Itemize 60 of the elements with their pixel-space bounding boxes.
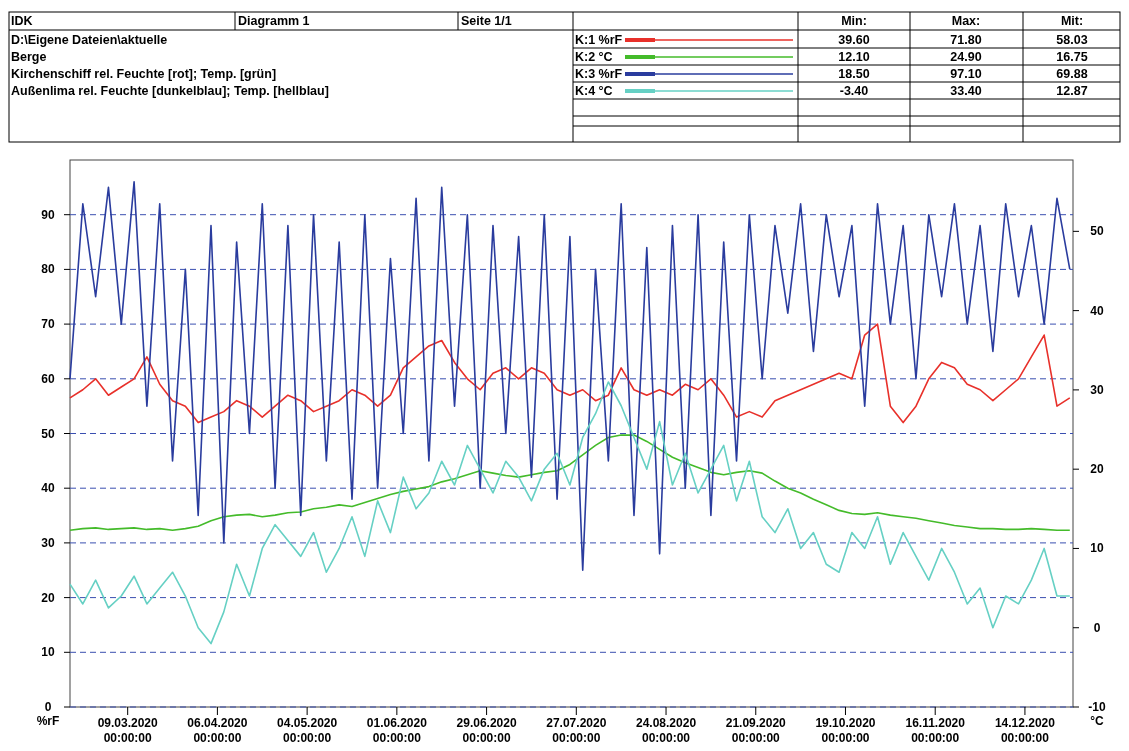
text: 69.88 [1056, 67, 1088, 81]
text: Seite 1/1 [461, 14, 512, 28]
text: Min: [841, 14, 867, 28]
line-series [69, 434, 1071, 532]
line-series [69, 323, 1071, 424]
line-series [69, 381, 1071, 645]
text: 71.80 [950, 33, 982, 47]
text: Mit: [1060, 14, 1084, 28]
text: Diagramm 1 [238, 14, 310, 28]
y-tick-label: 30 [41, 535, 55, 550]
x-tick-label: 14.12.2020 00:00:00 [994, 716, 1056, 745]
y2-tick-label: 50 [1090, 224, 1104, 239]
text: 18.50 [838, 67, 870, 81]
x-tick-label: 21.09.2020 00:00:00 [725, 716, 787, 745]
y-tick-label: 50 [41, 426, 55, 441]
y2-tick-label: 20 [1090, 462, 1104, 477]
x-tick-label: 09.03.2020 00:00:00 [97, 716, 159, 745]
text: 39.60 [838, 33, 870, 47]
text: 97.10 [950, 67, 982, 81]
x-tick-label: 04.05.2020 00:00:00 [277, 716, 338, 745]
text: Berge [11, 50, 47, 64]
legend-label: K:3 %rF [575, 67, 623, 81]
y-tick-label: 90 [41, 207, 55, 222]
y2-tick-label: 30 [1090, 382, 1104, 397]
y2-axis-title: °C [1090, 714, 1105, 728]
y-tick-label: 20 [41, 590, 55, 605]
y-tick-label: 0 [44, 700, 52, 714]
x-tick-label: 06.04.2020 00:00:00 [187, 716, 248, 745]
y2-tick-label: -10 [1088, 700, 1106, 714]
x-tick-label: 27.07.2020 00:00:00 [546, 716, 607, 745]
text: 24.90 [950, 50, 982, 64]
y2-tick-label: 40 [1090, 303, 1104, 318]
text: 16.75 [1056, 50, 1088, 64]
text: 58.03 [1056, 33, 1088, 47]
y-tick-label: 80 [41, 262, 55, 277]
y-tick-label: 40 [41, 481, 55, 496]
text: D:\Eigene Dateien\aktuelle [11, 33, 168, 47]
text: 33.40 [950, 84, 982, 98]
text: Max: [951, 14, 981, 28]
text: 12.87 [1056, 84, 1088, 98]
legend-label: K:4 °C [575, 84, 613, 98]
y2-tick-label: 0 [1093, 620, 1101, 635]
line-series [69, 181, 1071, 572]
text: Außenlima rel. Feuchte [dunkelblau]; Temp. [hellblau] [11, 84, 329, 98]
legend-label: K:1 %rF [575, 33, 623, 47]
y2-tick-label: 10 [1090, 541, 1104, 556]
y-tick-label: 60 [41, 371, 55, 386]
x-tick-label: 29.06.2020 00:00:00 [456, 716, 517, 745]
text: Kirchenschiff rel. Feuchte [rot]; Temp. [grün] [11, 67, 277, 81]
x-tick-label: 24.08.2020 00:00:00 [636, 716, 697, 745]
legend-label: K:2 °C [575, 50, 613, 64]
text: -3.40 [839, 84, 869, 98]
y-tick-label: 70 [41, 317, 55, 332]
y-axis-title: %rF [36, 714, 60, 728]
text: 12.10 [838, 50, 870, 64]
text: IDK [11, 14, 33, 28]
y-tick-label: 10 [41, 645, 55, 660]
x-tick-label: 19.10.2020 00:00:00 [815, 716, 876, 745]
x-tick-label: 16.11.2020 00:00:00 [905, 716, 966, 745]
x-tick-label: 01.06.2020 00:00:00 [366, 716, 428, 745]
